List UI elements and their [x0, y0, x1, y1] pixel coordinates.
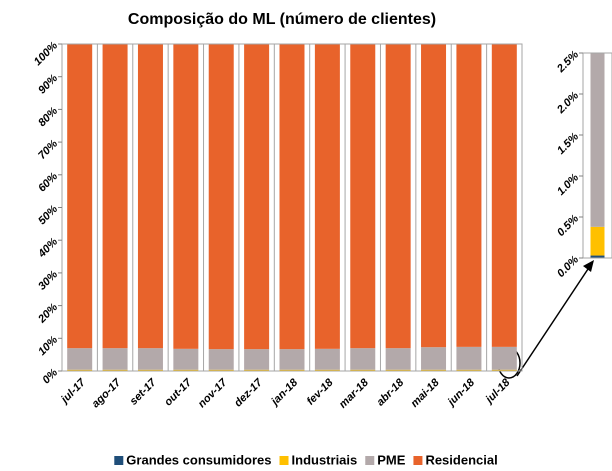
x-tick-label: mai-18	[409, 376, 443, 410]
y-tick-label: 2.0%	[554, 90, 581, 117]
y-tick-label: 30%	[36, 268, 60, 292]
legend: Grandes consumidores Industriais PME Reside…	[114, 452, 498, 467]
bar-segment	[350, 44, 376, 349]
bar-segment	[385, 369, 411, 371]
bar-segment	[456, 346, 482, 370]
legend-label: Residencial	[425, 452, 497, 467]
x-tick-label: out-17	[162, 376, 194, 408]
bar-segment	[456, 369, 482, 371]
y-tick-label: 100%	[32, 40, 61, 69]
x-tick-label: jul-18	[482, 376, 513, 407]
y-tick-label: 10%	[36, 334, 60, 358]
y-tick-label: 1.5%	[555, 131, 581, 157]
bar-segment	[102, 348, 128, 370]
bar-segment	[350, 348, 376, 370]
y-tick-label: 1.0%	[555, 172, 581, 198]
x-tick-label: set-17	[128, 376, 160, 408]
zoom-arrow	[516, 265, 591, 377]
bar-segment	[67, 44, 93, 349]
x-tick-label: jan-18	[268, 376, 301, 409]
bars	[590, 53, 605, 258]
bar-segment	[590, 226, 605, 256]
x-tick-label: jun-18	[444, 376, 477, 409]
bar-segment	[244, 349, 270, 370]
legend-swatch	[413, 456, 423, 465]
x-tick-label: mar-18	[337, 376, 372, 411]
legend-swatch	[279, 456, 289, 465]
bar-segment	[67, 369, 93, 371]
bar-segment	[314, 348, 340, 370]
bar-segment	[208, 349, 234, 370]
plot-border	[582, 52, 612, 259]
inset-plot: 0.0% 0.5% 1.0% 1.5% 2.0% 2.5%	[554, 49, 612, 280]
bar-segment	[385, 44, 411, 349]
y-tick-label: 90%	[36, 72, 60, 96]
bar-segment	[279, 349, 305, 370]
legend-label: Grandes consumidores	[126, 452, 271, 467]
y-tick-label: 0.0%	[555, 254, 581, 280]
bar-segment	[244, 44, 270, 350]
y-tick-label: 0.5%	[555, 213, 581, 239]
bars	[67, 44, 517, 371]
x-tick-label: jul-17	[58, 376, 89, 407]
legend-swatch	[114, 456, 124, 465]
bar-segment	[102, 44, 128, 349]
main-plot: jul-17 ago-17 set-17 out-17 nov-17 dez-17 jan-…	[32, 40, 523, 411]
bar-segment	[491, 346, 517, 370]
x-tick-label: fev-18	[305, 376, 337, 408]
bar-segment	[137, 348, 163, 370]
bar-segment	[279, 44, 305, 350]
x-tick-label: abr-18	[374, 376, 406, 408]
bar-segment	[279, 369, 305, 371]
y-tick-label: 0%	[40, 367, 60, 387]
bar-segment	[491, 44, 517, 347]
bar-segment	[173, 348, 199, 370]
bar-segment	[350, 369, 376, 371]
bar-segment	[137, 369, 163, 371]
bar-segment	[421, 44, 447, 348]
bar-segment	[491, 369, 517, 371]
bar-segment	[208, 369, 234, 371]
bar-segment	[456, 44, 482, 347]
y-tick-label: 80%	[36, 105, 60, 129]
y-tick-label: 40%	[35, 236, 60, 261]
x-tick-label: dez-17	[232, 376, 265, 409]
legend-label: Industriais	[292, 452, 358, 467]
bar-segment	[421, 369, 447, 371]
y-tick-label: 50%	[36, 203, 60, 227]
bar-segment	[102, 369, 128, 371]
bar-segment	[244, 369, 270, 371]
arrow-head	[583, 260, 594, 272]
y-tick-label: 70%	[36, 138, 60, 162]
legend-swatch	[365, 456, 375, 465]
x-tick-label: ago-17	[90, 376, 124, 410]
x-tick-label: nov-17	[196, 376, 230, 410]
bar-segment	[67, 348, 93, 370]
y-tick-label: 2.5%	[554, 49, 581, 76]
bar-segment	[590, 53, 605, 227]
y-tick-label: 20%	[35, 301, 60, 326]
bar-segment	[590, 255, 605, 258]
chart-title: Composição do ML (número de clientes)	[128, 11, 436, 28]
bar-segment	[314, 44, 340, 349]
y-tick-label: 60%	[36, 170, 60, 194]
bar-segment	[421, 347, 447, 370]
bar-segment	[137, 44, 163, 349]
bar-segment	[173, 369, 199, 371]
bar-segment	[173, 44, 199, 349]
bar-segment	[314, 369, 340, 371]
bar-segment	[385, 348, 411, 370]
bar-segment	[208, 44, 234, 350]
legend-label: PME	[377, 452, 406, 467]
